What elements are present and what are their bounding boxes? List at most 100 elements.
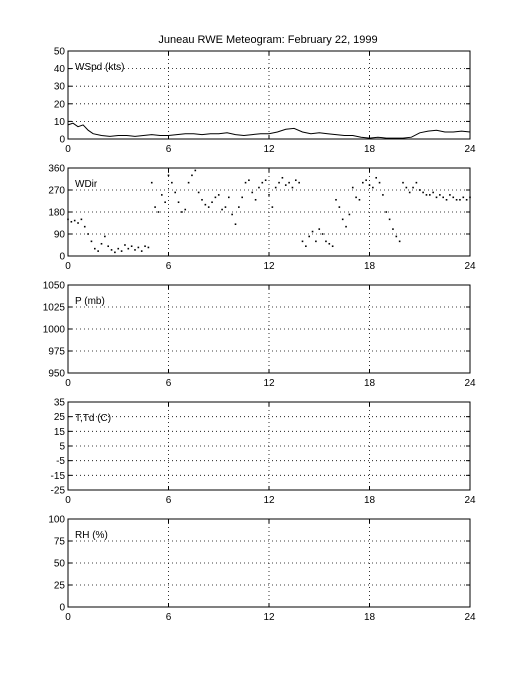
data-point (217, 194, 220, 196)
data-point (258, 186, 260, 189)
data-point (137, 246, 140, 249)
data-point (100, 242, 103, 245)
data-point (388, 218, 391, 221)
data-point (157, 211, 160, 213)
y-tick-label: -15 (51, 471, 66, 482)
data-point (315, 240, 317, 243)
data-point (281, 176, 284, 179)
x-tick-label: 18 (364, 612, 376, 623)
data-point (422, 191, 424, 194)
x-tick-label: 6 (166, 378, 172, 389)
x-tick-label: 18 (364, 261, 376, 272)
data-point (204, 203, 207, 206)
y-tick-label: 35 (54, 398, 66, 409)
data-point (405, 186, 408, 189)
y-tick-label: 0 (59, 603, 65, 614)
data-point (442, 196, 444, 199)
x-tick-label: 24 (464, 144, 476, 155)
data-point (308, 235, 310, 238)
data-point (134, 249, 136, 251)
y-tick-label: 25 (54, 412, 66, 423)
y-tick-label: 5 (59, 442, 65, 453)
data-point (408, 191, 411, 194)
panel-label: WDir (75, 179, 98, 190)
data-point (70, 220, 73, 223)
data-point (445, 198, 448, 201)
y-tick-label: 15 (54, 427, 66, 438)
data-point (274, 186, 277, 189)
y-tick-label: -5 (56, 456, 65, 467)
x-tick-label: 24 (464, 261, 476, 272)
data-point (238, 206, 240, 208)
y-tick-label: 75 (54, 537, 66, 548)
data-point (127, 247, 130, 250)
data-point (372, 186, 374, 189)
y-tick-label: 30 (54, 82, 66, 93)
y-tick-label: 180 (48, 208, 65, 219)
x-tick-label: 24 (464, 612, 476, 623)
data-point (104, 235, 106, 238)
data-point (341, 218, 344, 221)
series-line (67, 122, 471, 139)
data-point (154, 206, 156, 208)
y-tick-label: 100 (48, 515, 65, 526)
data-point (415, 181, 418, 184)
data-point (211, 201, 213, 204)
data-point (144, 245, 146, 248)
x-tick-label: 12 (263, 144, 275, 155)
data-point (351, 186, 354, 189)
y-tick-label: 10 (54, 117, 66, 128)
data-point (271, 206, 274, 208)
data-point (231, 213, 233, 216)
x-tick-label: 0 (65, 612, 71, 623)
data-point (305, 245, 307, 248)
data-point (462, 196, 465, 199)
y-tick-label: 50 (54, 47, 66, 58)
data-point (124, 244, 126, 246)
data-point (140, 250, 143, 252)
y-tick-label: 40 (54, 64, 66, 75)
data-point (455, 198, 458, 201)
panel-3: 0 6 12 18 24 950 975 1000 1025 1050 P (mb) (43, 281, 476, 390)
data-point (375, 176, 377, 179)
x-tick-label: 6 (166, 612, 172, 623)
data-point (291, 186, 294, 189)
y-tick-label: 50 (54, 559, 66, 570)
x-tick-label: 0 (65, 495, 71, 506)
x-tick-label: 18 (364, 495, 376, 506)
data-point (264, 179, 267, 182)
data-point (402, 181, 404, 184)
data-point (147, 246, 150, 249)
data-point (378, 181, 381, 184)
y-tick-label: 1000 (43, 325, 66, 336)
panel-label: RH (%) (75, 530, 108, 541)
data-point (452, 196, 455, 199)
data-point (465, 198, 468, 201)
data-point (321, 233, 324, 235)
data-point (120, 250, 123, 252)
data-point (382, 194, 384, 196)
data-point (234, 223, 237, 226)
data-point (355, 196, 357, 199)
data-point (392, 228, 394, 230)
data-point (459, 198, 461, 201)
data-point (435, 196, 438, 199)
data-point (449, 194, 451, 196)
data-point (194, 169, 197, 172)
data-point (348, 213, 351, 216)
data-point (90, 240, 93, 243)
y-tick-label: 1025 (43, 303, 66, 314)
panel-label: P (mb) (75, 296, 105, 307)
x-tick-label: 0 (65, 144, 71, 155)
data-point (318, 228, 321, 230)
x-tick-label: 18 (364, 378, 376, 389)
y-tick-label: 0 (59, 135, 65, 146)
data-point (241, 196, 243, 199)
data-point (171, 181, 173, 184)
data-point (429, 194, 431, 196)
panel-4: 0 6 12 18 24 -25 -15 -5 5 15 25 35 T,Td (C) (51, 398, 476, 507)
y-tick-label: 20 (54, 99, 66, 110)
data-point (345, 225, 347, 228)
data-point (254, 198, 257, 201)
data-point (197, 191, 200, 194)
